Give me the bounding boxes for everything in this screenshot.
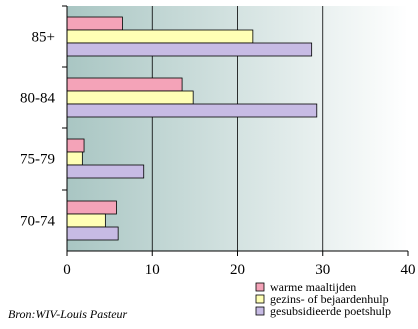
bar-80-84-series-1 [66, 77, 183, 92]
legend-swatch-2 [255, 294, 265, 304]
y-tick-label-85+: 85+ [32, 30, 55, 46]
x-tick-label-30: 30 [315, 262, 330, 278]
bar-75-79-series-2 [66, 151, 83, 166]
bar-70-74-series-3 [66, 226, 119, 241]
bar-80-84-series-3 [66, 103, 318, 118]
bar-85+-series-3 [66, 42, 313, 57]
bar-80-84-series-2 [66, 90, 194, 105]
legend-swatch-3 [255, 306, 265, 316]
legend-label-3: gesubsidieerde poetshulp [270, 304, 391, 318]
bar-70-74-series-1 [66, 200, 117, 215]
legend-label-2: gezins- of bejaardenhulp [270, 292, 389, 306]
x-tick-label-10: 10 [145, 262, 160, 278]
bar-85+-series-2 [66, 29, 254, 44]
x-tick-label-20: 20 [230, 262, 245, 278]
y-tick-label-70-74: 70-74 [20, 214, 55, 230]
x-axis-labels: 0 10 20 30 40 [63, 262, 415, 278]
x-tick-label-40: 40 [401, 262, 416, 278]
axes [62, 5, 409, 256]
bar-70-74-series-2 [66, 213, 106, 228]
y-tick-label-80-84: 80-84 [20, 91, 55, 107]
bar-75-79-series-3 [66, 164, 145, 179]
bar-85+-series-1 [66, 16, 123, 31]
legend-swatch-1 [255, 282, 265, 292]
x-tick-label-0: 0 [63, 262, 71, 278]
source-note: Bron:WIV-Louis Pasteur [8, 307, 128, 321]
y-tick-label-75-79: 75-79 [20, 152, 55, 168]
y-axis-labels: 85+ 80-84 75-79 70-74 [20, 30, 55, 230]
legend-label-1: warme maaltijden [270, 280, 356, 294]
bar-75-79-series-1 [66, 138, 85, 153]
